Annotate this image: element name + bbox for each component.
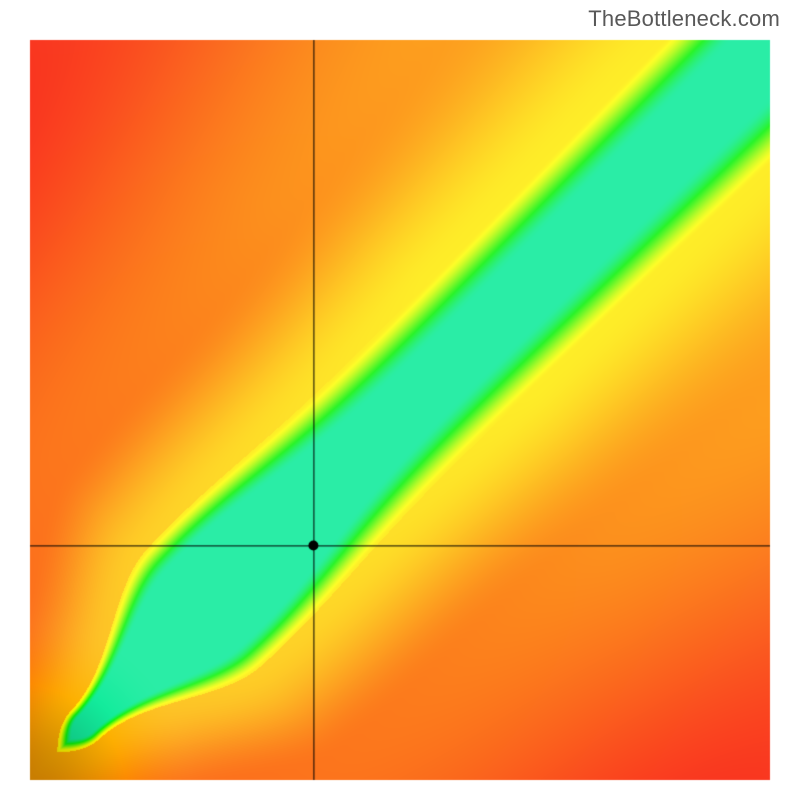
bottleneck-heatmap (0, 0, 800, 800)
attribution-text: TheBottleneck.com (588, 6, 780, 32)
